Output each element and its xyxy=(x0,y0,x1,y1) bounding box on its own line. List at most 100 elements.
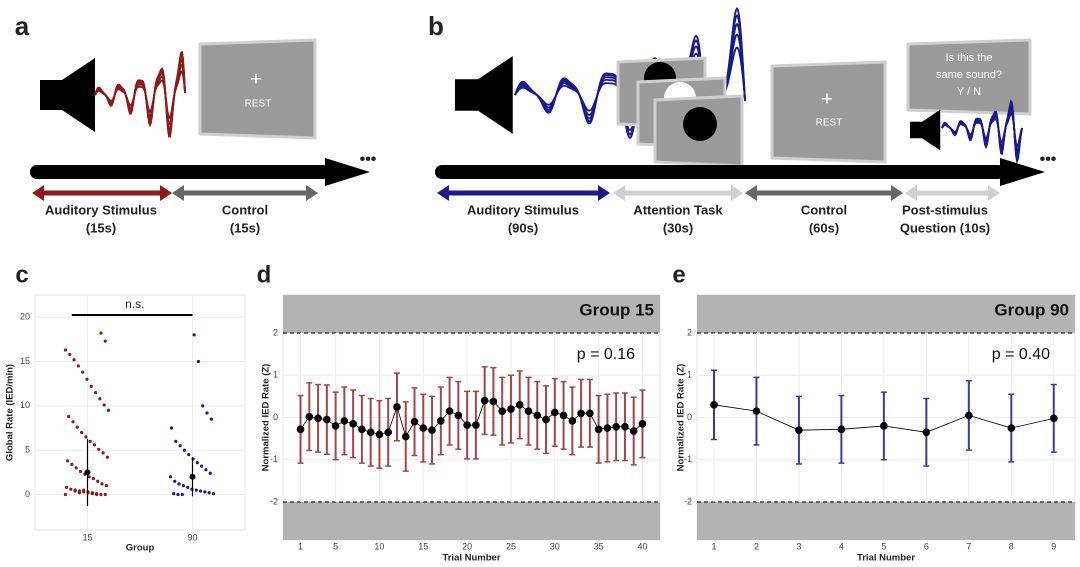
data-point xyxy=(201,404,205,408)
mean-point xyxy=(1007,424,1016,432)
arrow-head xyxy=(32,185,44,201)
x-tick-label: 20 xyxy=(462,541,472,551)
x-axis-label: Trial Number xyxy=(857,553,915,564)
data-point xyxy=(74,466,78,470)
mean-point xyxy=(349,420,357,428)
mean-point xyxy=(533,411,542,420)
data-point xyxy=(63,348,68,352)
segment-duration: (60s) xyxy=(809,220,839,235)
arrow-head xyxy=(745,185,757,201)
mean-point xyxy=(965,411,973,420)
data-point xyxy=(192,333,196,337)
mean-point xyxy=(710,401,718,409)
arrow-head xyxy=(891,185,903,201)
x-tick-label: 7 xyxy=(966,541,971,551)
x-tick-label: 5 xyxy=(881,541,886,551)
annotation: p = 0.16 xyxy=(577,346,635,363)
data-point xyxy=(97,447,101,451)
segment-duration: (15s) xyxy=(230,220,260,235)
sound-wave xyxy=(941,99,1023,165)
y-tick-label: -1 xyxy=(270,454,278,464)
chart-title: Group 90 xyxy=(994,300,1069,319)
data-point xyxy=(76,364,80,368)
speaker-body xyxy=(40,80,65,110)
data-point xyxy=(91,476,96,481)
x-tick-label: 90 xyxy=(187,532,197,542)
screen xyxy=(770,60,887,164)
x-tick-label: 30 xyxy=(550,541,560,551)
mean-point xyxy=(428,426,436,434)
arrow-head xyxy=(306,185,318,201)
threshold-band xyxy=(283,295,660,334)
mean-point xyxy=(437,417,445,425)
data-point xyxy=(169,426,174,430)
panel-label: c xyxy=(15,261,28,288)
y-axis-label: Normalized IED Rate (Z) xyxy=(261,364,272,472)
data-point xyxy=(99,492,103,497)
arrow-head xyxy=(731,185,743,201)
threshold-band xyxy=(283,501,660,540)
mean-point xyxy=(880,422,888,430)
mean-point xyxy=(358,425,366,434)
mean-point xyxy=(384,428,393,437)
data-point xyxy=(173,479,177,483)
mean-point xyxy=(445,407,454,415)
data-point xyxy=(200,464,204,468)
mean-point xyxy=(542,415,550,424)
y-axis-label: Normalized IED Rate (Z) xyxy=(676,364,687,472)
mean-point xyxy=(1049,414,1058,423)
mean-point xyxy=(568,417,577,425)
data-point xyxy=(168,475,173,479)
panel-label: d xyxy=(257,261,272,288)
x-tick-label: 40 xyxy=(637,541,647,551)
mean-point xyxy=(401,432,410,441)
mean-point xyxy=(603,424,612,432)
y-tick-label: 0 xyxy=(273,412,278,422)
x-tick-label: 15 xyxy=(418,541,428,551)
arrow-head xyxy=(160,185,172,201)
mean-point xyxy=(498,407,506,415)
data-point xyxy=(187,453,191,457)
data-point xyxy=(101,451,105,455)
segment-label: Post-stimulus xyxy=(902,202,988,217)
mean-point xyxy=(463,421,471,429)
data-point xyxy=(73,489,77,493)
x-tick-label: 9 xyxy=(1051,541,1056,551)
y-tick-label: 15 xyxy=(20,356,30,366)
data-point xyxy=(172,492,176,496)
data-point xyxy=(100,482,104,486)
mean-point xyxy=(410,417,419,426)
arrow-head xyxy=(598,185,610,201)
segment-label: Auditory Stimulus xyxy=(467,202,579,217)
timeline xyxy=(435,165,1005,179)
x-tick-label: 5 xyxy=(333,541,338,551)
mean-point xyxy=(419,424,428,432)
y-axis-label: Global Rate (IED/min) xyxy=(5,364,16,461)
screen xyxy=(198,38,317,140)
mean-point xyxy=(314,414,322,423)
x-tick-label: 8 xyxy=(1009,541,1014,551)
mean-point xyxy=(454,411,463,420)
data-point xyxy=(75,425,79,429)
data-point xyxy=(105,455,109,459)
mean-point xyxy=(472,421,480,429)
timeline-head xyxy=(1000,158,1045,186)
data-point xyxy=(63,492,68,497)
screen-symbol: + xyxy=(250,68,262,90)
data-point xyxy=(92,443,97,447)
y-tick-label: -1 xyxy=(684,454,692,464)
data-point xyxy=(178,444,182,448)
mean-point xyxy=(922,428,931,437)
data-point xyxy=(71,420,75,424)
data-point xyxy=(177,482,181,486)
data-point xyxy=(181,484,185,488)
data-point xyxy=(77,491,82,495)
annotation: n.s. xyxy=(125,297,144,311)
x-axis-label: Group xyxy=(126,543,155,554)
sound-wave xyxy=(94,50,186,138)
data-point xyxy=(89,384,93,388)
y-tick-label: 1 xyxy=(273,370,278,380)
mean-point xyxy=(340,417,349,425)
data-point xyxy=(69,487,73,491)
